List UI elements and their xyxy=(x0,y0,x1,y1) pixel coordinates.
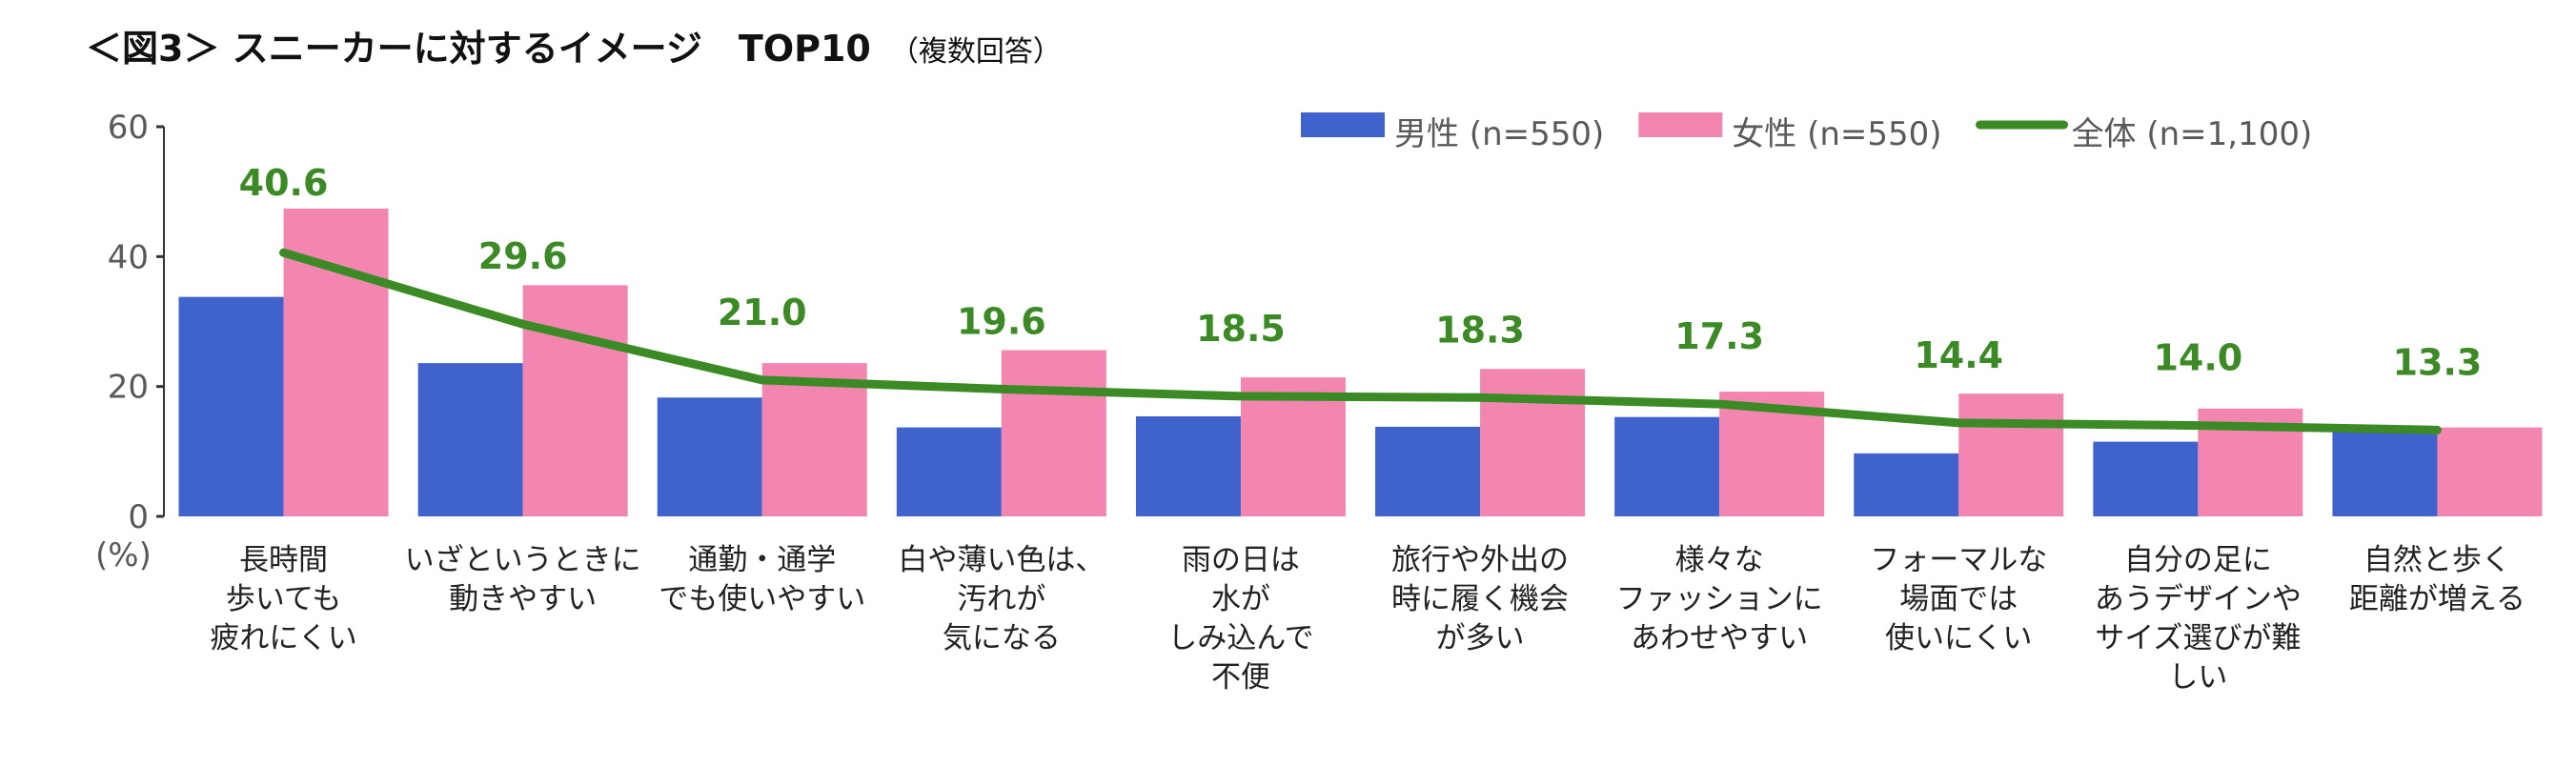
legend-swatch-male xyxy=(1301,112,1385,137)
bar-female xyxy=(1958,393,2064,516)
x-tick-label-line: 汚れが xyxy=(957,582,1045,616)
x-tick-label-line: 気になる xyxy=(943,621,1061,655)
x-tick-label-line: が多い xyxy=(1436,621,1525,655)
bar-male xyxy=(1135,416,1241,516)
x-tick-label-line: 歩いても xyxy=(226,582,342,616)
x-tick-label-line: 疲れにくい xyxy=(210,621,356,655)
x-tick-label-line: 通勤・通学 xyxy=(688,543,836,577)
data-label-total: 40.6 xyxy=(239,162,329,204)
bar-female xyxy=(1001,350,1106,516)
bar-male xyxy=(417,363,523,516)
bar-female xyxy=(522,285,628,516)
bar-female xyxy=(2437,427,2543,516)
data-label-total: 14.4 xyxy=(1914,334,2003,376)
x-tick-label: 長時間歩いても疲れにくい xyxy=(210,543,356,655)
x-tick-label: 白や薄い色は、汚れが気になる xyxy=(898,543,1105,655)
bar-male xyxy=(1854,453,1959,516)
plot-area: 0204060長時間歩いても疲れにくいいざというときに動きやすい通勤・通学でも使… xyxy=(108,109,2543,695)
y-tick-label: 0 xyxy=(128,498,149,536)
data-label-total: 18.5 xyxy=(1196,308,1286,350)
chart-subtitle: （複数回答） xyxy=(890,35,1062,69)
x-tick-label: 雨の日は水がしみ込んで不便 xyxy=(1167,543,1313,695)
x-tick-label-line: 長時間 xyxy=(239,543,328,577)
x-tick-label: 自然と歩く距離が増える xyxy=(2349,543,2525,616)
x-tick-label-line: 様々な xyxy=(1675,543,1764,577)
x-tick-label-line: サイズ選びが難 xyxy=(2095,621,2301,655)
x-tick-label-line: 白や薄い色は、 xyxy=(898,543,1105,577)
data-label-total: 29.6 xyxy=(478,235,568,277)
legend: 男性 (n=550) 女性 (n=550) 全体 (n=1,100) xyxy=(1301,112,2312,153)
data-label-total: 14.0 xyxy=(2153,337,2242,379)
x-tick-label-line: 距離が増える xyxy=(2349,582,2525,616)
x-tick-label-line: いざというときに xyxy=(405,543,641,577)
data-label-total: 13.3 xyxy=(2393,341,2483,383)
bar-male xyxy=(1375,426,1481,516)
x-tick-label-line: しみ込んで xyxy=(1167,621,1313,655)
x-tick-label: フォーマルな場面では使いにくい xyxy=(1870,543,2047,655)
bar-female xyxy=(761,363,867,516)
line-total xyxy=(279,248,2442,434)
x-tick-label-line: 不便 xyxy=(1211,660,1270,695)
bar-male xyxy=(896,427,1002,516)
legend-label: 全体 (n=1,100) xyxy=(2072,115,2313,153)
legend-swatch-female xyxy=(1638,112,1723,137)
x-tick-label-line: フォーマルな xyxy=(1870,543,2047,577)
y-tick-label: 40 xyxy=(108,238,149,276)
bar-male xyxy=(1614,416,1720,516)
bar-female xyxy=(1480,369,1586,516)
y-tick-label: 60 xyxy=(108,109,149,147)
x-tick-label-line: でも使いやすい xyxy=(659,582,865,616)
x-tick-label-line: 動きやすい xyxy=(449,582,597,616)
x-tick-label-line: 時に履く機会 xyxy=(1391,582,1569,616)
bar-male xyxy=(2332,432,2438,516)
bar-male xyxy=(2093,441,2199,516)
x-tick-label-line: ファッションに xyxy=(1616,582,1823,616)
x-tick-label-line: 使いにくい xyxy=(1885,621,2032,655)
x-tick-label-line: しい xyxy=(2168,660,2227,695)
x-tick-label: いざというときに動きやすい xyxy=(405,543,641,616)
bar-male xyxy=(178,296,284,516)
x-tick-label-line: あわせやすい xyxy=(1631,621,1808,655)
x-tick-label: 自分の足にあうデザインやサイズ選びが難しい xyxy=(2095,543,2302,695)
chart-title: ＜図3＞ スニーカーに対するイメージ TOP10 xyxy=(86,28,871,70)
x-tick-label-line: 旅行や外出の xyxy=(1391,543,1569,577)
x-tick-label-line: あうデザインや xyxy=(2095,582,2302,616)
x-tick-label: 様々なファッションにあわせやすい xyxy=(1616,543,1823,655)
data-label-total: 18.3 xyxy=(1435,309,1525,351)
data-label-total: 21.0 xyxy=(718,292,807,333)
x-tick-label-line: 場面では xyxy=(1899,582,2018,616)
y-tick-label: 20 xyxy=(108,369,149,407)
data-label-total: 19.6 xyxy=(957,300,1046,342)
x-tick-label: 通勤・通学でも使いやすい xyxy=(659,543,865,616)
x-tick-label: 旅行や外出の時に履く機会が多い xyxy=(1391,543,1569,655)
x-tick-label-line: 水が xyxy=(1211,582,1270,616)
legend-label: 女性 (n=550) xyxy=(1732,115,1941,153)
x-tick-label-line: 雨の日は xyxy=(1182,543,1300,577)
bar-male xyxy=(657,397,762,516)
legend-label: 男性 (n=550) xyxy=(1394,115,1604,153)
x-tick-label-line: 自分の足に xyxy=(2124,543,2272,577)
y-axis-unit: (%) xyxy=(95,536,152,574)
data-label-total: 17.3 xyxy=(1674,315,1764,357)
x-tick-label-line: 自然と歩く xyxy=(2363,543,2511,577)
